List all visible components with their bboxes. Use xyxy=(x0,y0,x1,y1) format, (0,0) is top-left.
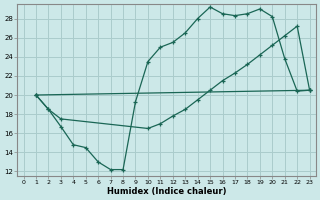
X-axis label: Humidex (Indice chaleur): Humidex (Indice chaleur) xyxy=(107,187,226,196)
